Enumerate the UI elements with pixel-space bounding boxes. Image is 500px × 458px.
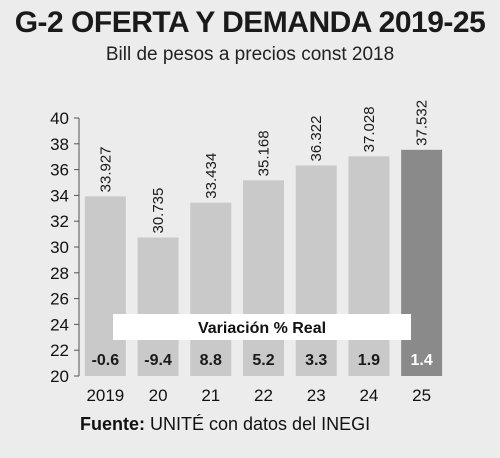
bar: [295, 165, 337, 376]
x-tick-label: 23: [307, 386, 326, 405]
bar-value-label: 37.028: [361, 106, 378, 152]
bar: [137, 237, 179, 376]
bar-value-label: 30.735: [150, 188, 167, 234]
variation-value: 8.8: [200, 352, 222, 369]
variation-value: 3.3: [305, 352, 327, 369]
y-tick-label: 40: [50, 109, 69, 128]
source-label: Fuente:: [80, 414, 145, 434]
bar-value-label: 33.434: [203, 153, 220, 199]
bar-value-label: 33.927: [97, 146, 114, 192]
bar: [401, 149, 443, 376]
bar: [190, 202, 232, 376]
variation-value: 5.2: [252, 352, 274, 369]
variation-value: -9.4: [144, 352, 172, 369]
y-tick-label: 24: [50, 315, 69, 334]
variation-band: [113, 314, 411, 340]
x-tick-label: 20: [149, 386, 168, 405]
variation-value: -0.6: [92, 352, 120, 369]
x-tick-label: 22: [254, 386, 273, 405]
y-tick-label: 28: [50, 264, 69, 283]
bar-value-label: 36.322: [308, 116, 325, 162]
y-tick-label: 32: [50, 212, 69, 231]
y-tick-label: 34: [50, 186, 69, 205]
bar: [84, 196, 126, 376]
variation-value: 1.4: [411, 352, 433, 369]
x-tick-label: 2019: [86, 386, 124, 405]
y-tick-label: 20: [50, 367, 69, 386]
x-tick-label: 25: [412, 386, 431, 405]
chart-title: G-2 OFERTA Y DEMANDA 2019-25: [14, 6, 486, 39]
y-tick-label: 30: [50, 238, 69, 257]
chart-subtitle: Bill de pesos a precios const 2018: [105, 44, 395, 65]
y-tick-label: 38: [50, 135, 69, 154]
bar: [243, 180, 284, 376]
x-tick-label: 21: [201, 386, 220, 405]
y-tick-label: 36: [50, 161, 69, 180]
variation-band-label: Variación % Real: [198, 320, 326, 337]
bar-value-label: 37.532: [414, 100, 431, 146]
source-text: UNITÉ con datos del INEGI: [145, 414, 371, 434]
variation-value: 1.9: [358, 352, 380, 369]
source-note: Fuente: UNITÉ con datos del INEGI: [80, 414, 370, 435]
x-tick-label: 24: [359, 386, 378, 405]
y-tick-label: 22: [50, 341, 69, 360]
y-tick-label: 26: [50, 290, 69, 309]
bar-value-label: 35.168: [256, 130, 273, 176]
bar: [348, 156, 390, 376]
